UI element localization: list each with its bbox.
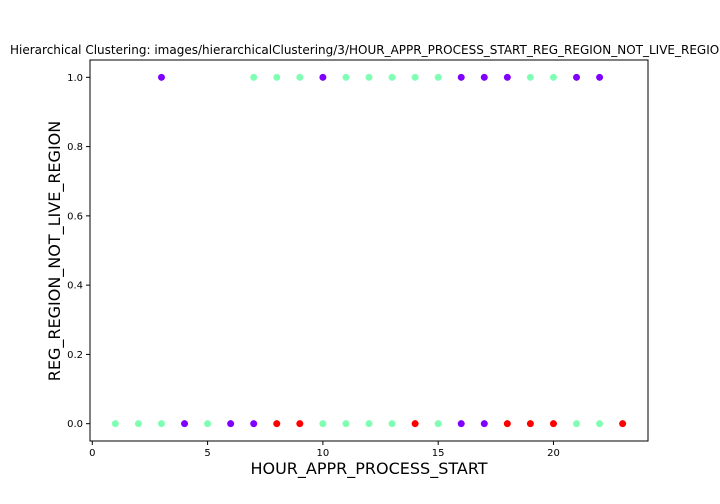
data-point xyxy=(342,420,350,428)
data-point xyxy=(503,73,511,81)
data-point xyxy=(573,420,581,428)
data-point xyxy=(526,73,534,81)
data-point xyxy=(411,73,419,81)
x-tick-label: 5 xyxy=(204,448,210,459)
data-point xyxy=(503,420,511,428)
y-axis-label: REG_REGION_NOT_LIVE_REGION xyxy=(45,121,65,381)
data-point xyxy=(549,73,557,81)
data-point xyxy=(619,420,627,428)
data-point xyxy=(365,73,373,81)
data-point xyxy=(457,420,465,428)
data-point xyxy=(411,420,419,428)
data-point xyxy=(388,420,396,428)
data-point xyxy=(296,420,304,428)
y-tick-label: 0.6 xyxy=(67,211,83,222)
data-point xyxy=(434,420,442,428)
data-point xyxy=(204,420,212,428)
y-tick-label: 0.0 xyxy=(67,419,83,430)
y-tick-label: 0.4 xyxy=(67,281,83,292)
data-point xyxy=(319,73,327,81)
chart-title: Hierarchical Clustering: images/hierarch… xyxy=(10,43,720,57)
data-point xyxy=(111,420,119,428)
x-axis-ticks: 0 5 10 15 20 xyxy=(89,441,560,459)
x-tick-label: 15 xyxy=(432,448,445,459)
data-point xyxy=(365,420,373,428)
data-point xyxy=(434,73,442,81)
data-point xyxy=(526,420,534,428)
data-point xyxy=(250,420,258,428)
data-point xyxy=(157,420,165,428)
data-point xyxy=(134,420,142,428)
data-point xyxy=(227,420,235,428)
data-point xyxy=(319,420,327,428)
data-point xyxy=(480,420,488,428)
data-point xyxy=(596,420,604,428)
y-axis-ticks: 0.0 0.2 0.4 0.6 0.8 1.0 xyxy=(67,73,90,430)
y-tick-label: 0.8 xyxy=(67,142,83,153)
data-point xyxy=(549,420,557,428)
data-point xyxy=(342,73,350,81)
x-axis-label: HOUR_APPR_PROCESS_START xyxy=(250,459,487,479)
x-tick-label: 10 xyxy=(317,448,330,459)
data-point xyxy=(296,73,304,81)
y-tick-label: 1.0 xyxy=(67,73,83,84)
data-point xyxy=(273,420,281,428)
data-point xyxy=(480,73,488,81)
data-point xyxy=(457,73,465,81)
y-tick-label: 0.2 xyxy=(67,350,83,361)
data-point xyxy=(573,73,581,81)
axes-frame xyxy=(89,59,649,442)
data-point xyxy=(157,73,165,81)
data-points xyxy=(111,73,627,428)
x-tick-label: 0 xyxy=(89,448,95,459)
plot-area: 0 5 10 15 20 0.0 0.2 0.4 0.6 0.8 1.0 xyxy=(67,59,649,459)
data-point xyxy=(181,420,189,428)
data-point xyxy=(250,73,258,81)
data-point xyxy=(273,73,281,81)
data-point xyxy=(388,73,396,81)
data-point xyxy=(596,73,604,81)
x-tick-label: 20 xyxy=(547,448,560,459)
